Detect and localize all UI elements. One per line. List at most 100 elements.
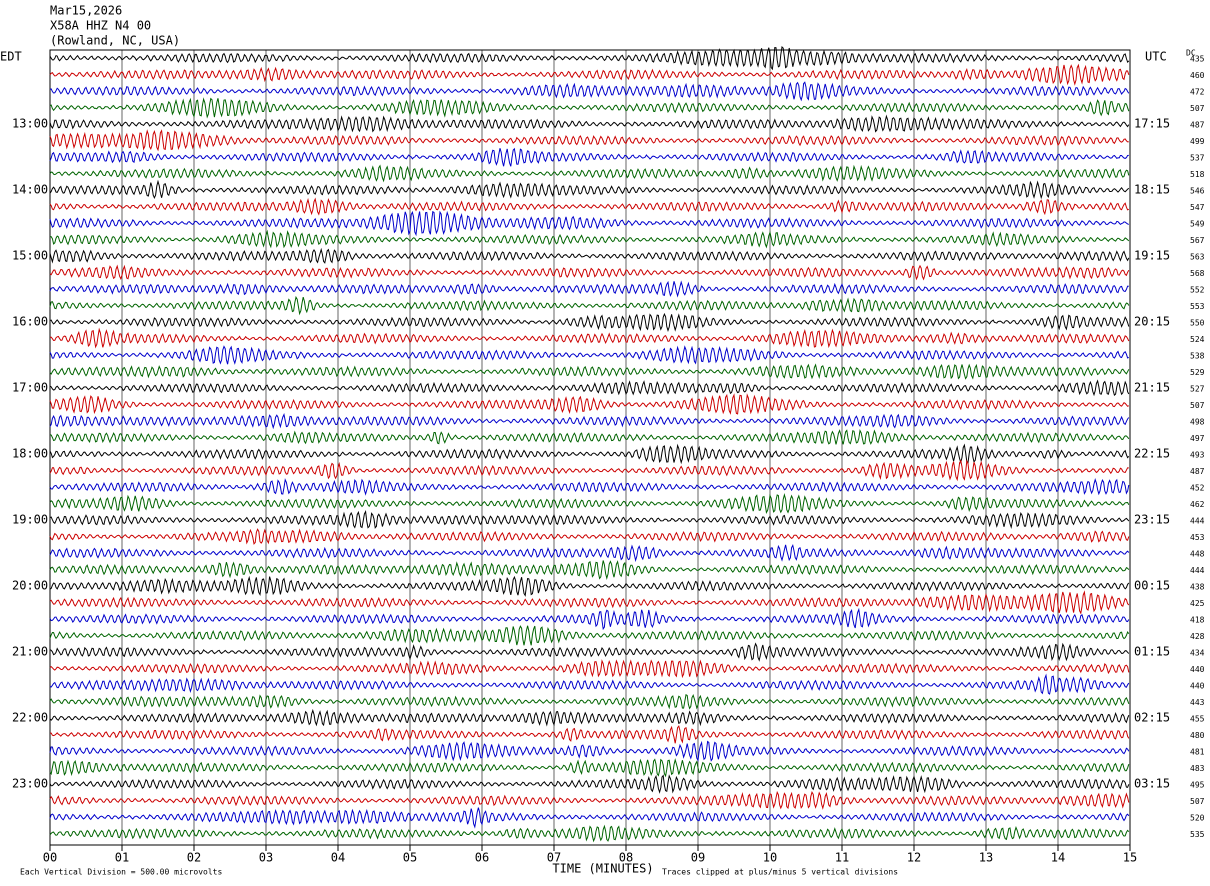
- x-tick-label: 06: [475, 851, 489, 865]
- trace: [49, 740, 1130, 762]
- trace: [49, 725, 1130, 744]
- dc-value: 483: [1190, 764, 1205, 773]
- right-time-label: 22:15: [1134, 447, 1170, 461]
- dc-value: 480: [1190, 731, 1205, 740]
- left-time-label: 22:00: [12, 711, 48, 725]
- trace: [49, 147, 1129, 167]
- trace: [49, 97, 1130, 119]
- trace: [49, 393, 1130, 415]
- trace: [49, 478, 1130, 496]
- dc-value: 428: [1190, 632, 1205, 641]
- trace: [49, 590, 1130, 615]
- trace: [49, 179, 1130, 200]
- dc-value: 549: [1190, 220, 1205, 229]
- trace: [49, 807, 1130, 829]
- x-tick-label: 10: [763, 851, 777, 865]
- dc-value: 481: [1190, 748, 1205, 757]
- right-time-label: 18:15: [1134, 183, 1170, 197]
- right-time-label: 00:15: [1134, 579, 1170, 593]
- dc-value: 455: [1190, 715, 1205, 724]
- x-tick-label: 07: [547, 851, 561, 865]
- trace: [49, 413, 1130, 430]
- header-line: X58A HHZ N4 00: [50, 19, 151, 33]
- left-time-label: 15:00: [12, 249, 48, 263]
- dc-value: 529: [1190, 368, 1205, 377]
- dc-value: 546: [1190, 187, 1205, 196]
- dc-value: 520: [1190, 814, 1205, 823]
- dc-value: 440: [1190, 682, 1205, 691]
- x-tick-label: 01: [115, 851, 129, 865]
- trace: [49, 642, 1130, 662]
- trace: [49, 164, 1130, 183]
- x-tick-label: 12: [907, 851, 921, 865]
- dc-value: 567: [1190, 236, 1205, 245]
- dc-value: 507: [1190, 401, 1205, 410]
- trace: [49, 81, 1130, 102]
- trace: [49, 774, 1130, 794]
- dc-label: DC: [1186, 49, 1196, 58]
- trace: [49, 607, 1130, 631]
- dc-value: 435: [1190, 55, 1205, 64]
- dc-value: 553: [1190, 302, 1205, 311]
- trace: [49, 379, 1130, 397]
- dc-value: 444: [1190, 566, 1205, 575]
- x-tick-label: 13: [979, 851, 993, 865]
- x-axis-label: TIME (MINUTES): [552, 862, 653, 876]
- right-time-label: 01:15: [1134, 645, 1170, 659]
- x-tick-label: 00: [43, 851, 57, 865]
- x-tick-label: 05: [403, 851, 417, 865]
- trace: [49, 625, 1130, 646]
- trace: [49, 345, 1129, 365]
- left-time-label: 13:00: [12, 117, 48, 131]
- x-tick-label: 08: [619, 851, 633, 865]
- trace: [49, 327, 1130, 349]
- dc-value: 563: [1190, 253, 1205, 262]
- dc-value: 550: [1190, 319, 1205, 328]
- left-time-label: 19:00: [12, 513, 48, 527]
- right-axis-label: UTC: [1145, 50, 1167, 64]
- trace: [49, 229, 1130, 249]
- dc-value: 527: [1190, 385, 1205, 394]
- plot-frame: [49, 49, 1131, 846]
- dc-value: 507: [1190, 104, 1205, 113]
- dc-value: 568: [1190, 269, 1205, 278]
- dc-value: 448: [1190, 550, 1205, 559]
- trace: [49, 443, 1130, 465]
- x-tick-label: 14: [1051, 851, 1065, 865]
- trace: [49, 46, 1130, 71]
- trace: [49, 694, 1130, 710]
- dc-value: 498: [1190, 418, 1205, 427]
- right-time-label: 17:15: [1134, 117, 1170, 131]
- dc-value: 524: [1190, 335, 1205, 344]
- trace: [49, 264, 1130, 281]
- trace: [49, 247, 1130, 264]
- right-time-label: 20:15: [1134, 315, 1170, 329]
- right-time-label: 19:15: [1134, 249, 1170, 263]
- trace: [49, 429, 1130, 445]
- dc-value: 487: [1190, 467, 1205, 476]
- trace: [49, 197, 1129, 216]
- dc-value: 537: [1190, 154, 1205, 163]
- dc-value: 444: [1190, 517, 1205, 526]
- dc-value: 438: [1190, 583, 1205, 592]
- trace: [49, 129, 1129, 152]
- dc-value: 507: [1190, 797, 1205, 806]
- dc-value: 472: [1190, 88, 1205, 97]
- right-time-label: 21:15: [1134, 381, 1170, 395]
- trace: [49, 363, 1130, 380]
- trace: [49, 210, 1129, 237]
- left-time-label: 20:00: [12, 579, 48, 593]
- trace: [49, 757, 1130, 778]
- dc-value: 535: [1190, 830, 1205, 839]
- x-tick-label: 11: [835, 851, 849, 865]
- trace: [49, 493, 1130, 515]
- trace: [49, 790, 1130, 810]
- dc-value: 443: [1190, 698, 1205, 707]
- left-time-label: 18:00: [12, 447, 48, 461]
- dc-value: 499: [1190, 137, 1205, 146]
- x-tick-label: 04: [331, 851, 345, 865]
- dc-value: 434: [1190, 649, 1205, 658]
- x-tick-label: 02: [187, 851, 201, 865]
